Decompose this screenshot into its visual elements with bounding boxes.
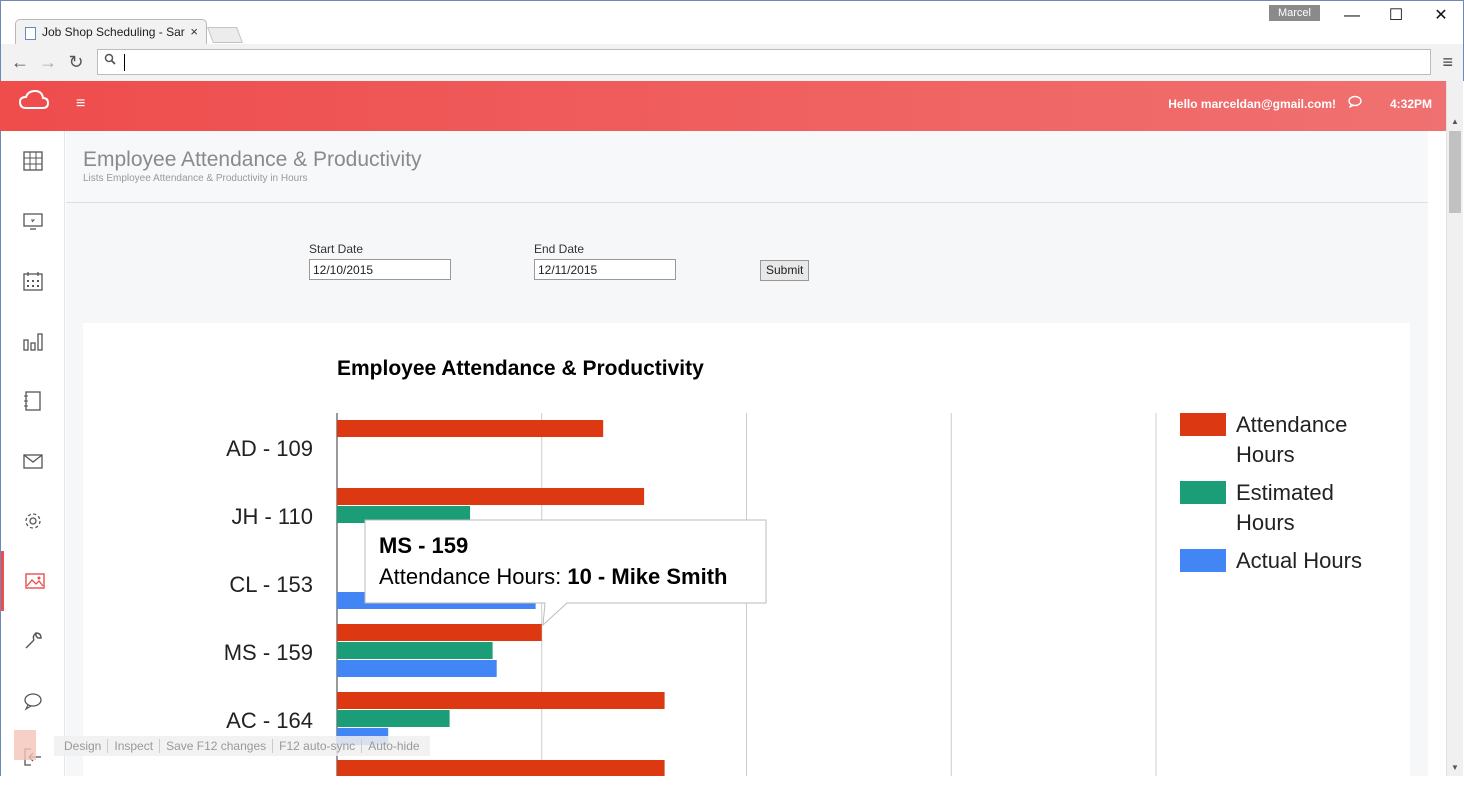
chart-bar: [337, 692, 665, 709]
devbar-autosync[interactable]: F12 auto-sync: [273, 739, 363, 753]
end-date-input[interactable]: [534, 259, 676, 280]
sidebar-item-notebook[interactable]: [1, 371, 65, 431]
legend-label: Estimated: [1236, 480, 1334, 505]
chart-bar: [337, 506, 471, 523]
forward-button[interactable]: →: [39, 52, 57, 72]
f12-toolbar: Design Inspect Save F12 changes F12 auto…: [54, 736, 430, 756]
minimize-button[interactable]: —: [1344, 7, 1360, 24]
chart-category-label: JH - 110: [231, 504, 313, 529]
tab-title: Job Shop Scheduling - Sar: [42, 25, 185, 39]
chart-bar: [337, 642, 493, 659]
tab-close-icon[interactable]: ×: [190, 24, 198, 39]
devbar-save[interactable]: Save F12 changes: [160, 739, 274, 753]
sidebar-item-calculator[interactable]: [1, 131, 65, 191]
sidebar-item-monitor[interactable]: [1, 191, 65, 251]
chart-bar: [337, 420, 604, 437]
chart-bar: [337, 660, 497, 677]
page-title: Employee Attendance & Productivity: [83, 148, 422, 171]
chart-title: Employee Attendance & Productivity: [337, 357, 704, 380]
start-date-input[interactable]: [309, 259, 451, 280]
chart-category-label: MS - 159: [224, 640, 313, 665]
scroll-up-arrow-icon[interactable]: ▲: [1451, 117, 1459, 126]
devbar-inspect[interactable]: Inspect: [108, 739, 161, 753]
vs-logo-icon: [14, 730, 36, 760]
chart-bar: [337, 710, 450, 727]
sidebar: [0, 131, 65, 776]
chart-category-label: AC - 164: [226, 708, 313, 733]
profile-badge[interactable]: Marcel: [1269, 5, 1320, 21]
sidebar-item-tools[interactable]: [1, 611, 65, 671]
reload-button[interactable]: ↻: [68, 52, 84, 72]
scroll-down-arrow-icon[interactable]: ▼: [1451, 763, 1459, 772]
chat-icon: [24, 693, 42, 711]
monitor-icon: [23, 213, 43, 230]
legend-swatch: [1180, 413, 1226, 436]
maximize-button[interactable]: ☐: [1388, 7, 1404, 24]
sidebar-item-chat[interactable]: [1, 671, 65, 731]
sidebar-item-mail[interactable]: [1, 431, 65, 491]
chart-tooltip: [364, 519, 767, 627]
sidebar-item-calendar[interactable]: [1, 251, 65, 311]
back-button[interactable]: ←: [11, 52, 29, 72]
end-date-label: End Date: [534, 242, 585, 256]
gear-icon: [25, 513, 41, 529]
sidebar-item-images[interactable]: [1, 551, 65, 611]
page-subtitle: Lists Employee Attendance & Productivity…: [83, 173, 308, 184]
search-icon: [104, 53, 116, 68]
clock-text: 4:32PM: [1389, 97, 1432, 111]
page-header: Employee Attendance & Productivity Lists…: [66, 131, 1428, 203]
image-icon: [24, 573, 45, 589]
start-date-label: Start Date: [309, 242, 364, 256]
greeting-text: Hello marceldan@gmail.com!: [1168, 97, 1336, 111]
bar-chart-icon: [23, 333, 43, 351]
browser-titlebar: Job Shop Scheduling - Sar × Marcel — ☐ ✕: [0, 0, 1464, 45]
legend-swatch: [1180, 549, 1226, 572]
tooltip-title: MS - 159: [379, 533, 468, 558]
browser-toolbar: ← → ↻ ≡: [0, 44, 1464, 81]
sidebar-item-charts[interactable]: [1, 311, 65, 371]
vertical-scrollbar[interactable]: ▲ ▼: [1446, 81, 1463, 776]
hamburger-menu-icon[interactable]: ≡: [76, 95, 86, 112]
main-content: Employee Attendance & Productivity Lists…: [66, 131, 1428, 776]
calendar-icon: [23, 272, 43, 291]
close-window-button[interactable]: ✕: [1434, 7, 1448, 24]
new-tab-button[interactable]: [207, 27, 243, 43]
address-bar[interactable]: [97, 49, 1431, 75]
chart-bar: [337, 760, 665, 776]
legend-swatch: [1180, 481, 1226, 504]
chart-bar: [337, 624, 542, 641]
chart-category-label: AD - 109: [226, 436, 313, 461]
wrench-icon: [25, 632, 42, 649]
chart-category-label: CL - 153: [229, 572, 313, 597]
chart-panel: Employee Attendance & Productivity AD - 1…: [83, 323, 1410, 776]
chat-icon[interactable]: [1348, 95, 1362, 111]
cloud-logo-icon[interactable]: [18, 88, 50, 112]
mail-icon: [23, 454, 43, 469]
browser-menu-icon[interactable]: ≡: [1442, 52, 1453, 72]
tooltip-label: Attendance Hours: 10 - Mike Smith: [379, 564, 728, 589]
legend-label: Actual Hours: [1236, 548, 1362, 573]
browser-tab[interactable]: Job Shop Scheduling - Sar ×: [15, 19, 207, 45]
text-caret: [124, 54, 125, 71]
devbar-design[interactable]: Design: [58, 739, 109, 753]
app-header: ≡ Hello marceldan@gmail.com! 4:32PM: [0, 81, 1446, 131]
scrollbar-thumb[interactable]: [1449, 131, 1461, 213]
submit-button[interactable]: Submit: [760, 260, 810, 281]
chart-bar: [337, 488, 645, 505]
calculator-icon: [23, 151, 43, 171]
page-favicon-icon: [25, 27, 36, 40]
legend-label: Hours: [1236, 510, 1295, 535]
devbar-autohide[interactable]: Auto-hide: [368, 739, 420, 753]
attendance-chart: Employee Attendance & Productivity AD - 1…: [224, 357, 1362, 776]
legend-label: Hours: [1236, 442, 1295, 467]
sidebar-item-settings[interactable]: [1, 491, 65, 551]
legend-label: Attendance: [1236, 412, 1347, 437]
notebook-icon: [24, 391, 41, 411]
